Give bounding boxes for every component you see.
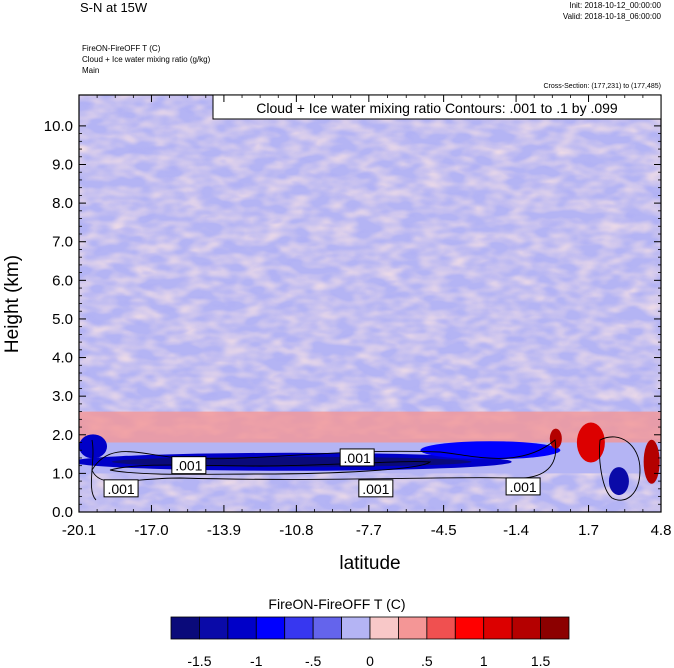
contour-label-0: .001 [175, 458, 202, 474]
field-label-shaded: FireON-FireOFF T (C) [82, 44, 161, 53]
x-tick-label-4: -7.7 [356, 522, 382, 539]
x-tick-label-0: -20.1 [62, 522, 96, 539]
contour-label-4: .001 [509, 479, 536, 495]
y-tick-label-10: 10.0 [44, 118, 73, 135]
contour-label-box-0 [171, 456, 207, 475]
colorbar-cell-1 [199, 616, 229, 640]
colorbar-cell-10 [454, 616, 485, 640]
y-tick-label-6: 6.0 [52, 272, 73, 289]
init-time: Init: 2018-10-12_00:00:00 [569, 1, 661, 10]
contour-label-3: .001 [362, 481, 389, 497]
contour-labels: .001 .001 .001 .001 .001 [103, 448, 541, 498]
contour-label-box-2 [103, 479, 139, 498]
colorbar-cell-2 [227, 616, 257, 640]
y-axis-label: Height (km) [2, 255, 23, 353]
colorbar-cell-3 [255, 616, 286, 640]
warm-core [576, 422, 605, 463]
contour-line-2 [599, 436, 641, 501]
colorbar-cell-12 [511, 616, 541, 640]
contour-note-box: Cloud + Ice water mixing ratio Contours:… [212, 94, 662, 120]
y-tick-label-1: 1.0 [52, 465, 73, 482]
colorbar-cell-4 [284, 616, 314, 640]
colorbar-label-0: -1.5 [187, 653, 211, 668]
cool-core-east [420, 441, 561, 460]
contour-label-1: .001 [344, 450, 371, 466]
page-title: S-N at 15W [80, 0, 148, 15]
contour-note-text: Cloud + Ice water mixing ratio Contours:… [256, 100, 618, 116]
y-tick-label-9: 9.0 [52, 157, 73, 174]
field-label-domain: Main [82, 66, 100, 75]
x-tick-label-6: -1.4 [503, 522, 529, 539]
colorbar-label-5: 1 [480, 653, 488, 668]
colorbar-label-1: -1 [250, 653, 263, 668]
heatmap-field [79, 95, 661, 512]
y-tick-label-3: 3.0 [52, 388, 73, 405]
contour-label-box-3 [358, 479, 394, 498]
y-tick-label-5: 5.0 [52, 311, 73, 328]
contour-label-box-4 [505, 477, 541, 496]
colorbar-label-3: 0 [366, 653, 374, 668]
colorbar-label-4: .5 [421, 653, 433, 668]
x-tick-label-5: -4.5 [431, 522, 457, 539]
colorbar-cell-9 [426, 616, 456, 640]
field-label-contour: Cloud + Ice water mixing ratio (g/kg) [82, 55, 211, 64]
warm-core-3 [643, 439, 660, 484]
contour-label-box-1 [339, 448, 375, 467]
colorbar-cell-7 [369, 616, 399, 640]
colorbar-label-2: -.5 [305, 653, 322, 668]
colorbar-cell-8 [398, 616, 428, 640]
cool-core-4 [608, 467, 629, 496]
x-axis-label: latitude [339, 553, 400, 574]
colorbar-cell-5 [312, 616, 342, 640]
colorbar-title: FireON-FireOFF T (C) [268, 596, 406, 612]
y-tick-label-7: 7.0 [52, 234, 73, 251]
contour-line-3 [90, 439, 97, 501]
x-tick-label-8: 4.8 [651, 522, 672, 539]
x-tick-label-3: -10.8 [279, 522, 313, 539]
x-axis: -20.1 -17.0 -13.9 -10.8 -7.7 -4.5 -1.4 1.7 4.8 [62, 95, 672, 539]
contour-line-1 [109, 461, 432, 475]
y-tick-label-4: 4.0 [52, 350, 73, 367]
contour-label-2: .001 [107, 481, 134, 497]
colorbar-cell-0 [170, 616, 200, 640]
warm-core-2 [549, 428, 562, 449]
y-tick-label-2: 2.0 [52, 427, 73, 444]
colorbar-cell-13 [540, 616, 570, 640]
x-tick-label-7: 1.7 [578, 522, 599, 539]
x-tick-label-1: -17.0 [134, 522, 168, 539]
colorbar-cell-6 [341, 616, 371, 640]
x-tick-label-2: -13.9 [207, 522, 241, 539]
valid-time: Valid: 2018-10-18_06:00:00 [562, 12, 661, 21]
y-axis: 0.0 1.0 2.0 3.0 4.0 5.0 6.0 7.0 8.0 9.0 10.0 [44, 118, 661, 521]
cross-section-label: Cross-Section: (177,231) to (177,485) [543, 83, 661, 90]
y-tick-label-8: 8.0 [52, 195, 73, 212]
colorbar: -1.5 -1 -.5 0 .5 1 1.5 [170, 616, 570, 668]
y-tick-label-0: 0.0 [52, 504, 73, 521]
warm-band [79, 411, 661, 443]
colorbar-cell-11 [483, 616, 513, 640]
colorbar-label-6: 1.5 [531, 653, 551, 668]
